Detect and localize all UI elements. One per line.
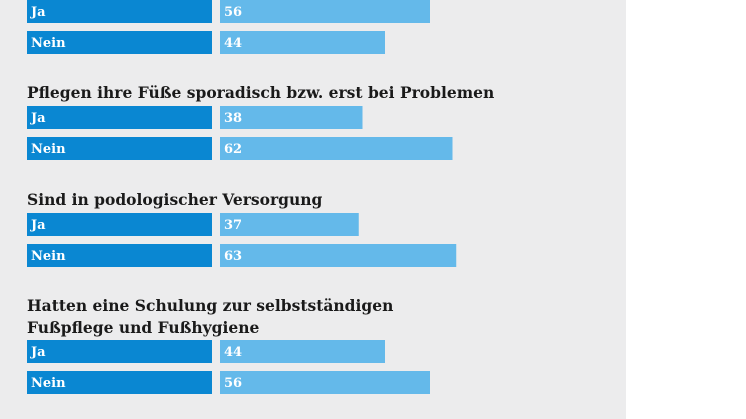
category-bar [27, 0, 212, 23]
value-bar [220, 0, 430, 23]
value-bar [220, 31, 385, 54]
category-bar [27, 371, 212, 394]
category-label: Nein [31, 249, 66, 264]
category-label: Ja [30, 5, 46, 20]
category-bar [27, 213, 212, 236]
value-label: 62 [224, 142, 242, 157]
value-label: 38 [224, 111, 242, 126]
category-label: Ja [30, 345, 46, 360]
category-bar [27, 31, 212, 54]
value-label: 44 [224, 345, 242, 360]
value-bar [220, 106, 363, 129]
value-bar [220, 244, 457, 267]
group-title: Pflegen ihre Füße sporadisch bzw. erst b… [27, 83, 494, 102]
category-label: Nein [31, 36, 66, 51]
group-title: Sind in podologischer Versorgung [27, 190, 323, 209]
group-title: Fußpflege und Fußhygiene [27, 318, 260, 337]
value-label: 56 [224, 5, 242, 20]
category-label: Ja [30, 111, 46, 126]
category-bar [27, 340, 212, 363]
value-bar [220, 371, 430, 394]
category-label: Nein [31, 142, 66, 157]
value-bar [220, 137, 453, 160]
group-title: Hatten eine Schulung zur selbstständigen [27, 296, 393, 315]
value-label: 37 [224, 218, 242, 233]
value-bar [220, 340, 385, 363]
category-bar [27, 106, 212, 129]
category-bar [27, 137, 212, 160]
category-label: Ja [30, 218, 46, 233]
value-bar [220, 213, 359, 236]
value-label: 56 [224, 376, 242, 391]
value-label: 44 [224, 36, 242, 51]
category-label: Nein [31, 376, 66, 391]
category-bar [27, 244, 212, 267]
value-label: 63 [224, 249, 242, 264]
